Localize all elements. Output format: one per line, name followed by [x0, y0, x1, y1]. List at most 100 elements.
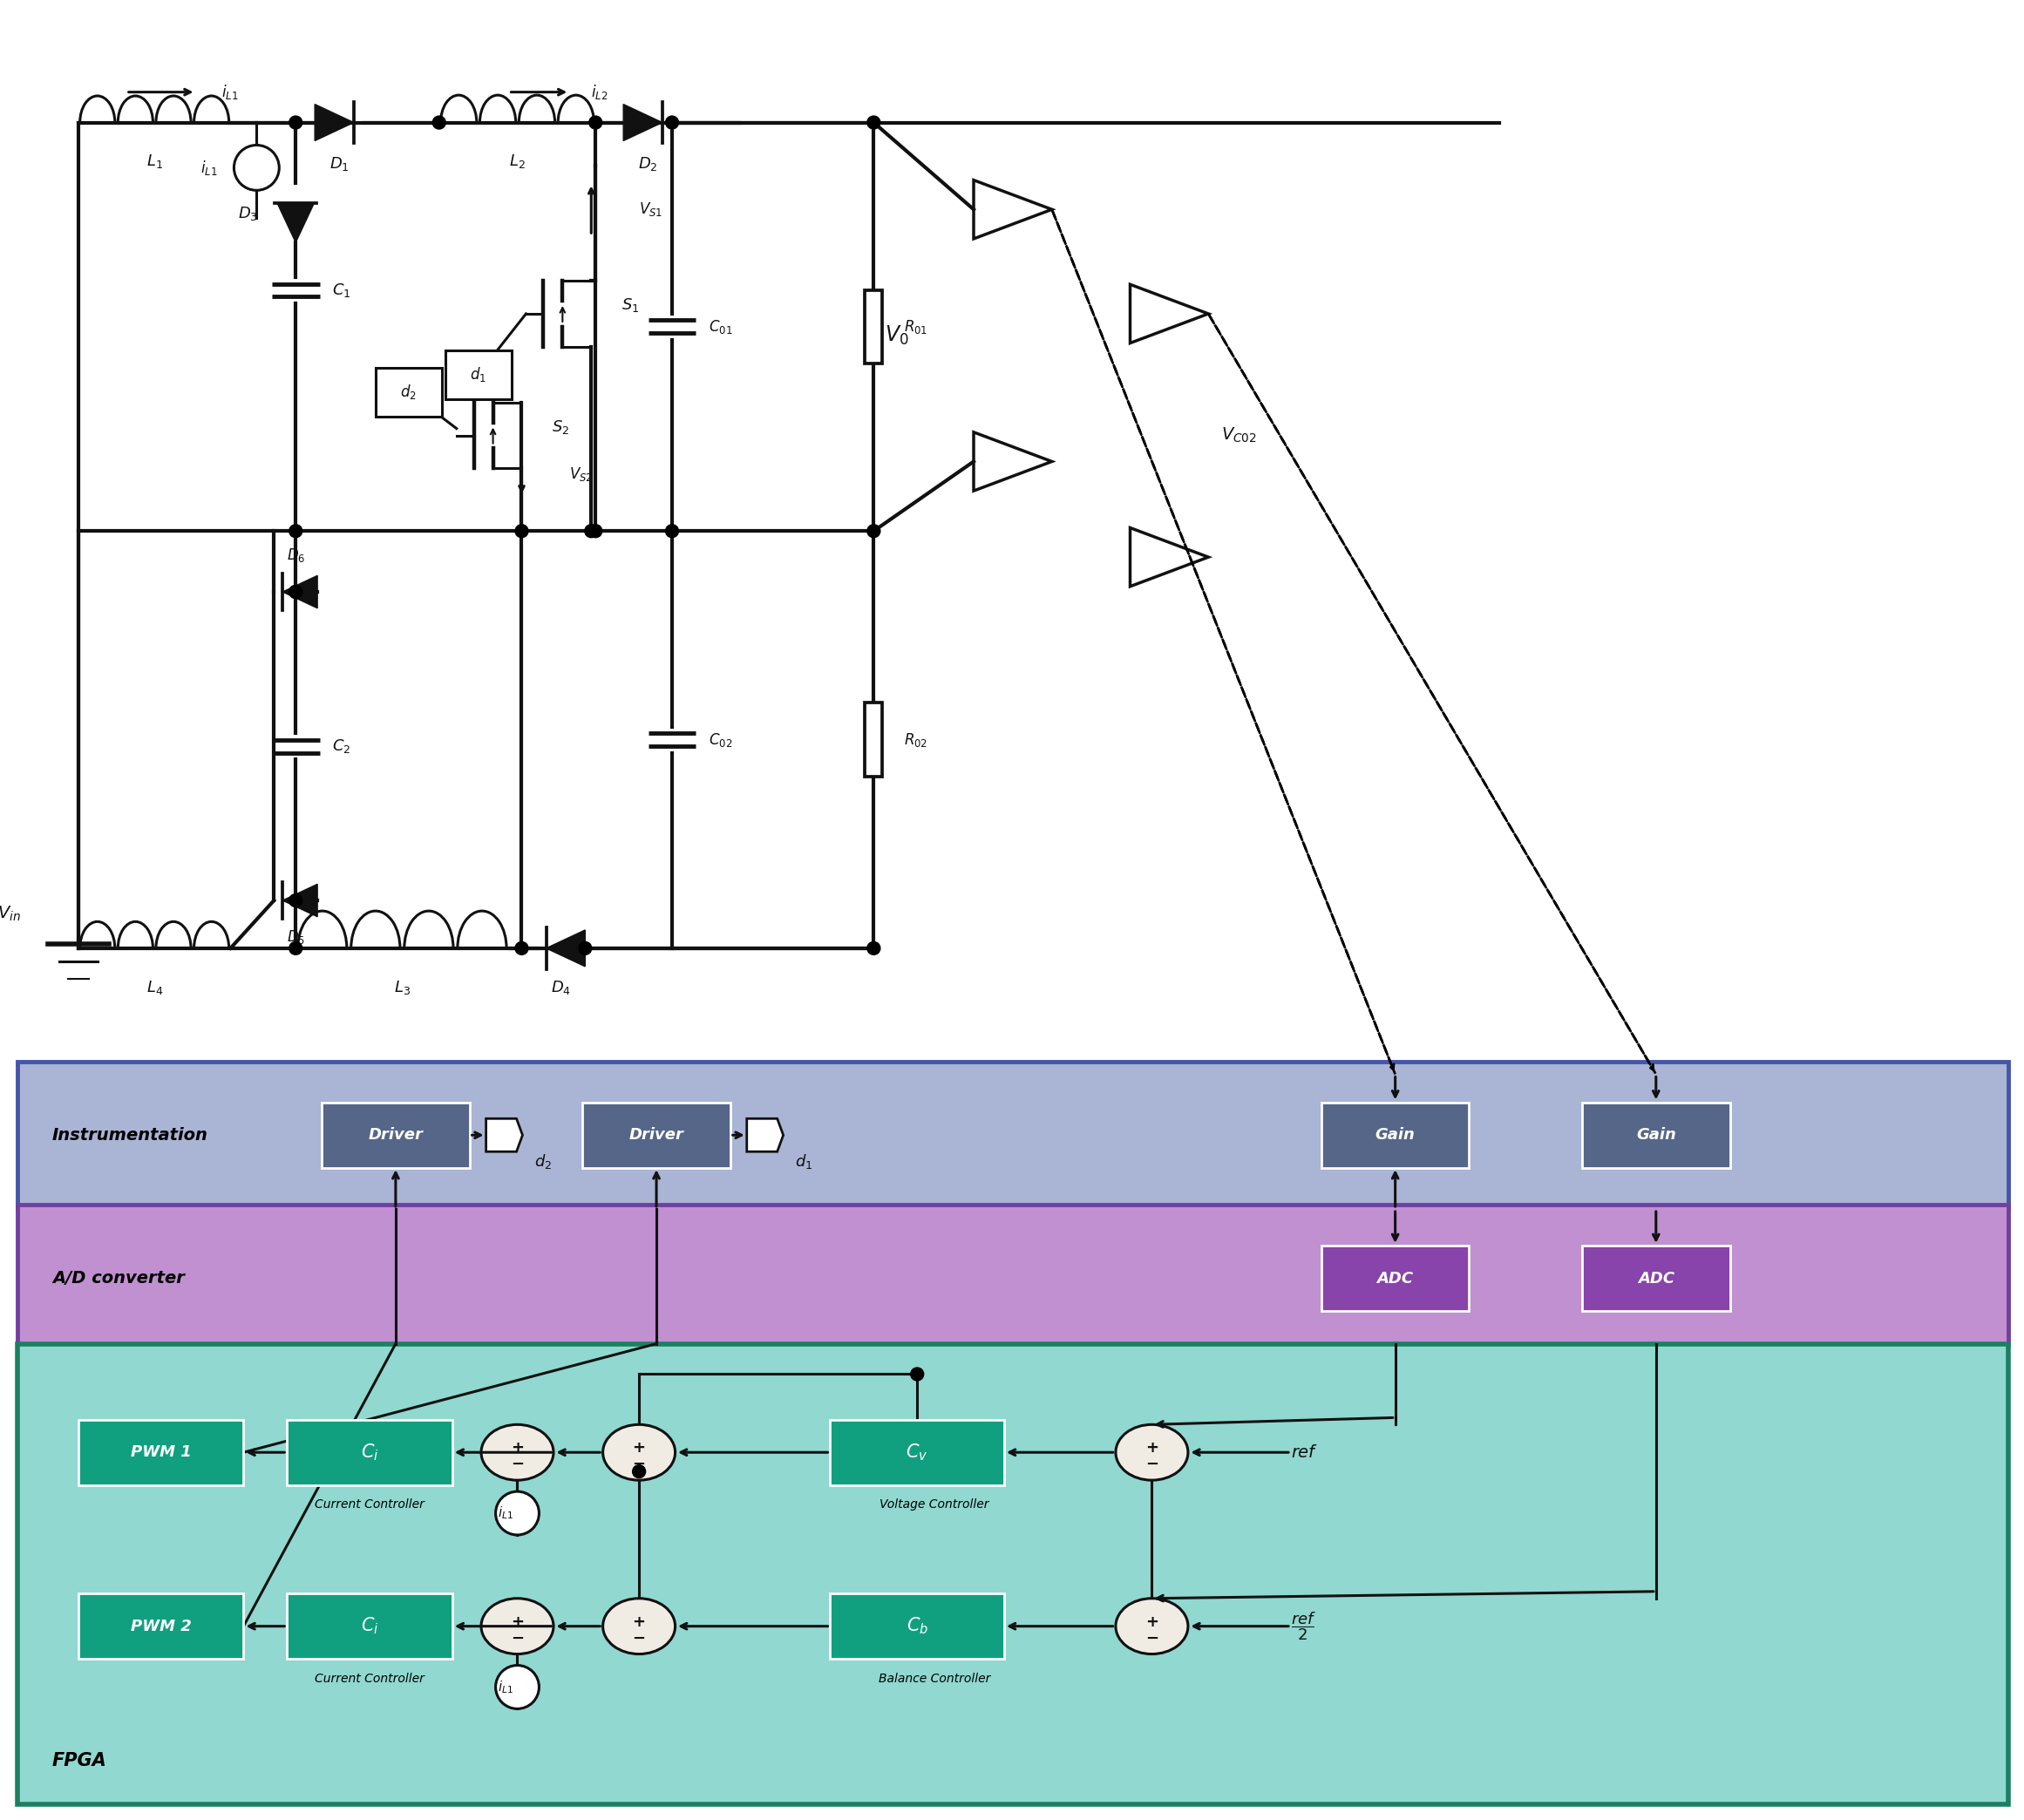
Text: Current Controller: Current Controller [314, 1498, 425, 1511]
FancyBboxPatch shape [18, 1343, 2008, 1804]
Circle shape [289, 894, 302, 906]
Text: Balance Controller: Balance Controller [878, 1673, 990, 1685]
Ellipse shape [1115, 1598, 1188, 1654]
Bar [445, 349, 512, 399]
Bar [79, 1420, 243, 1485]
Text: $C_i$: $C_i$ [360, 1616, 378, 1636]
Text: $\dfrac{ref}{2}$: $\dfrac{ref}{2}$ [1291, 1611, 1316, 1642]
Circle shape [289, 116, 302, 129]
Bar [1322, 1103, 1469, 1168]
Text: ADC: ADC [1637, 1270, 1674, 1287]
Polygon shape [283, 885, 318, 917]
Text: Voltage Controller: Voltage Controller [880, 1498, 990, 1511]
FancyBboxPatch shape [18, 1061, 2008, 1208]
Text: $D_3$: $D_3$ [239, 206, 257, 222]
Text: A/D converter: A/D converter [53, 1270, 184, 1287]
Bar [830, 1420, 1004, 1485]
Circle shape [496, 1491, 538, 1534]
Bar [864, 289, 882, 364]
Bar [287, 1594, 451, 1658]
Text: $V_{S2}$: $V_{S2}$ [569, 466, 593, 484]
Text: $L_1$: $L_1$ [146, 153, 162, 171]
Circle shape [666, 116, 678, 129]
Circle shape [516, 524, 528, 537]
Text: −: − [1146, 1631, 1158, 1647]
Text: $d_2$: $d_2$ [401, 382, 417, 400]
Text: $L_3$: $L_3$ [395, 979, 411, 996]
Text: −: − [510, 1631, 524, 1647]
Text: $C_{01}$: $C_{01}$ [708, 318, 733, 335]
Circle shape [433, 116, 445, 129]
Text: −: − [1146, 1456, 1158, 1472]
Text: $S_2$: $S_2$ [553, 419, 569, 435]
Text: $C_2$: $C_2$ [332, 737, 350, 755]
Text: ref: ref [1291, 1443, 1314, 1461]
Text: $R_{02}$: $R_{02}$ [905, 732, 927, 748]
Text: +: + [631, 1440, 646, 1456]
Text: $C_i$: $C_i$ [360, 1441, 378, 1463]
Ellipse shape [1115, 1425, 1188, 1480]
Circle shape [631, 1465, 646, 1478]
Text: $V_{C02}$: $V_{C02}$ [1220, 426, 1257, 444]
Text: $C_1$: $C_1$ [332, 282, 350, 298]
Polygon shape [283, 575, 318, 608]
Text: $i_{L2}$: $i_{L2}$ [591, 84, 607, 102]
Bar [322, 1103, 470, 1168]
Text: Driver: Driver [368, 1127, 423, 1143]
Text: $D_5$: $D_5$ [287, 928, 306, 946]
Circle shape [585, 524, 597, 537]
Bar [1322, 1247, 1469, 1310]
Text: +: + [1146, 1614, 1158, 1629]
Circle shape [589, 524, 601, 537]
Bar [864, 703, 882, 777]
Text: $D_1$: $D_1$ [330, 155, 348, 173]
Circle shape [866, 524, 880, 537]
Circle shape [866, 116, 880, 129]
Polygon shape [747, 1119, 783, 1152]
Circle shape [911, 1367, 923, 1381]
FancyBboxPatch shape [18, 1205, 2008, 1343]
Text: $V_{S1}$: $V_{S1}$ [640, 200, 662, 218]
Text: Gain: Gain [1635, 1127, 1676, 1143]
Text: $V_0$: $V_0$ [884, 324, 909, 348]
Ellipse shape [603, 1425, 676, 1480]
Bar [583, 1103, 731, 1168]
Ellipse shape [603, 1598, 676, 1654]
Text: $i_{L1}$: $i_{L1}$ [498, 1678, 512, 1694]
Circle shape [289, 941, 302, 956]
Text: $d_1$: $d_1$ [795, 1152, 814, 1170]
Bar [1583, 1247, 1731, 1310]
Text: $S_1$: $S_1$ [621, 297, 640, 313]
Text: $C_v$: $C_v$ [907, 1441, 929, 1463]
Circle shape [289, 586, 302, 599]
Text: +: + [510, 1440, 524, 1456]
Text: $C_b$: $C_b$ [907, 1616, 929, 1636]
Ellipse shape [482, 1425, 553, 1480]
Text: $D_2$: $D_2$ [638, 155, 658, 173]
Bar [376, 368, 441, 417]
Polygon shape [316, 104, 354, 140]
Text: $R_{01}$: $R_{01}$ [905, 318, 927, 335]
Circle shape [496, 1665, 538, 1709]
Text: Instrumentation: Instrumentation [53, 1127, 208, 1143]
Bar [287, 1420, 451, 1485]
Text: PWM 1: PWM 1 [132, 1445, 192, 1460]
Text: $D_4$: $D_4$ [551, 979, 571, 996]
Polygon shape [277, 204, 314, 242]
Text: $d_1$: $d_1$ [470, 366, 486, 384]
Text: $L_4$: $L_4$ [146, 979, 162, 996]
Text: −: − [510, 1456, 524, 1472]
Bar [830, 1594, 1004, 1658]
Bar [79, 1594, 243, 1658]
Polygon shape [546, 930, 585, 966]
Circle shape [235, 146, 279, 191]
Circle shape [866, 941, 880, 956]
Text: $i_{L1}$: $i_{L1}$ [200, 158, 217, 177]
Text: Current Controller: Current Controller [314, 1673, 425, 1685]
Text: $V_{in}$: $V_{in}$ [0, 905, 20, 923]
Circle shape [666, 524, 678, 537]
Circle shape [516, 941, 528, 956]
Circle shape [289, 586, 302, 599]
Text: +: + [631, 1614, 646, 1629]
Text: $i_{L1}$: $i_{L1}$ [498, 1505, 512, 1522]
